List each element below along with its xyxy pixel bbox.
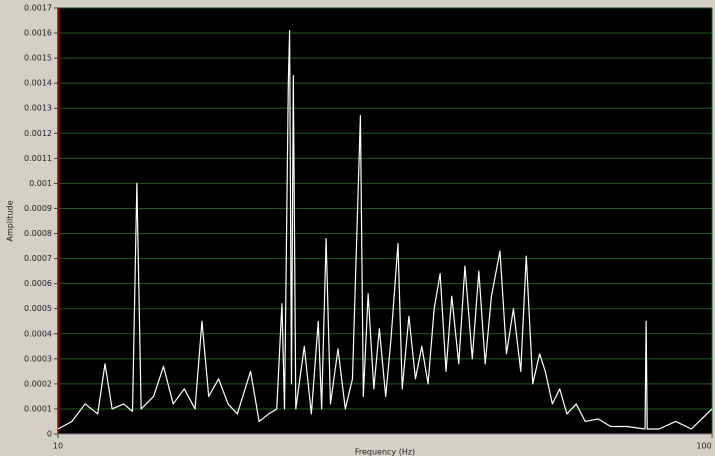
y-tick-label: 0.001: [29, 179, 52, 188]
y-tick-label: 0.0012: [24, 129, 52, 138]
y-tick-label: 0.0011: [24, 154, 52, 163]
y-tick-label: 0: [47, 430, 52, 439]
spectrum-line: [57, 29, 713, 430]
x-tick-label: 100: [696, 442, 711, 451]
y-tick-label: 0.0015: [24, 54, 52, 63]
y-axis-label: Amplitude: [6, 200, 15, 241]
y-tick-label: 0.0008: [24, 229, 52, 238]
y-tick-label: 0.0007: [24, 254, 52, 263]
y-tick-label: 0.0005: [24, 304, 52, 313]
x-tick-label: 10: [53, 442, 63, 451]
x-axis-label: Frequency (Hz): [355, 448, 415, 456]
y-tick-label: 0.0017: [24, 4, 52, 13]
y-tick-label: 0.0002: [24, 379, 52, 388]
y-tick-label: 0.0014: [24, 79, 52, 88]
y-tick-label: 0.0003: [24, 354, 52, 363]
y-tick-label: 0.0004: [24, 329, 52, 338]
y-tick-label: 0.0016: [24, 29, 52, 38]
y-tick-label: 0.0013: [24, 104, 52, 113]
y-tick-label: 0.0006: [24, 279, 52, 288]
y-tick-label: 0.0001: [24, 404, 52, 413]
y-tick-label: 0.0009: [24, 204, 52, 213]
plot-area: [58, 8, 712, 434]
